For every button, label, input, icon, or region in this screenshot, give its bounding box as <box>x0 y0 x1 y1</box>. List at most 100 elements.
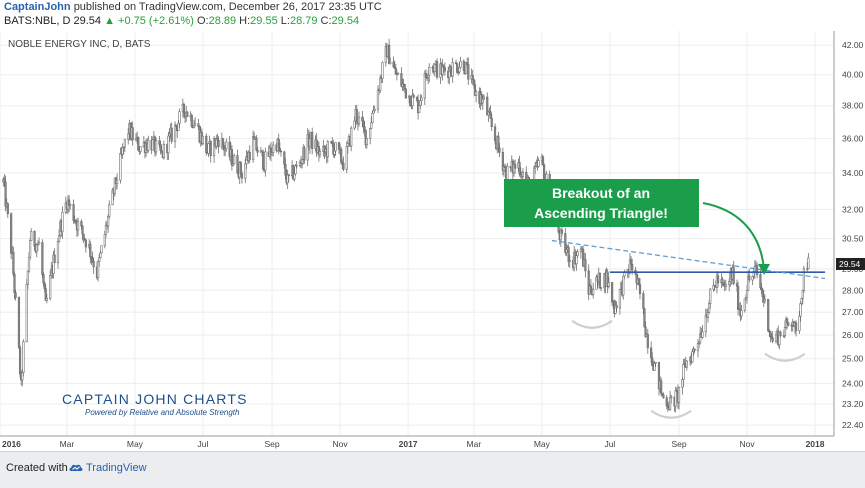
candle-body <box>587 270 590 295</box>
candle-body <box>575 255 578 265</box>
candle-body <box>363 126 366 131</box>
right-shoulder-arc <box>764 352 806 362</box>
candle-body <box>277 139 280 149</box>
candle-body <box>514 163 517 169</box>
candle-body <box>631 264 634 271</box>
candle-body <box>456 63 459 73</box>
watermark-logo: CAPTAIN JOHN CHARTS Powered by Relative … <box>62 391 246 417</box>
candle-body <box>37 242 41 245</box>
candle-body <box>361 116 364 122</box>
candle-body <box>701 331 704 338</box>
candle-body <box>72 204 75 221</box>
candle-body <box>131 127 134 141</box>
y-tick-label: 26.00 <box>842 330 864 340</box>
candle-body <box>708 303 711 313</box>
x-tick-label: Mar <box>60 439 75 449</box>
candle-body <box>57 235 61 242</box>
candle-body <box>650 347 653 359</box>
candle-body <box>622 275 625 296</box>
candle-body <box>662 394 665 399</box>
y-tick-label: 38.00 <box>842 101 864 111</box>
candle-body <box>283 151 286 165</box>
y-tick-label: 30.50 <box>842 234 864 244</box>
candle-body <box>209 141 212 157</box>
x-tick-label: 2016 <box>2 439 21 449</box>
symbol-info: BATS:NBL, D <box>4 15 71 27</box>
candle-body <box>394 67 397 75</box>
candle-body <box>722 282 725 286</box>
candle-body <box>774 334 778 342</box>
candle-body <box>681 379 684 388</box>
trendline <box>551 239 826 280</box>
candle-body <box>646 333 649 349</box>
candle-body <box>192 125 196 128</box>
candle-body <box>799 303 802 317</box>
y-tick-label: 22.40 <box>842 420 864 430</box>
candle-body <box>379 77 382 92</box>
candle-body <box>615 304 618 309</box>
y-tick-label: 28.00 <box>842 285 864 295</box>
candle-body <box>501 152 504 171</box>
candle-body <box>802 268 805 291</box>
candle-body <box>481 98 484 104</box>
high-value: 29.55 <box>250 15 278 27</box>
price-chart[interactable]: 42.0040.0038.0036.0034.0032.0030.5029.00… <box>0 31 865 451</box>
candle-body <box>43 282 46 289</box>
x-tick-label: Jul <box>197 439 208 449</box>
candle-body <box>45 298 48 301</box>
candle-body <box>334 142 337 152</box>
candle-body <box>197 123 200 127</box>
head-arc <box>650 409 692 419</box>
candle-body <box>14 292 17 298</box>
candle-body <box>467 64 470 80</box>
candle-body <box>36 243 40 246</box>
candle-body <box>545 173 548 180</box>
candle-body <box>373 108 376 112</box>
candle-body <box>642 293 645 309</box>
candle-body <box>272 144 275 153</box>
high-label: H: <box>239 15 251 27</box>
candle-body <box>251 136 255 160</box>
candle-body <box>173 124 177 142</box>
candle-body <box>435 61 439 78</box>
x-tick-label: Mar <box>467 439 482 449</box>
candle-body <box>740 310 743 317</box>
candle-body <box>3 178 6 183</box>
candle-body <box>331 141 334 144</box>
candle-body <box>97 261 100 279</box>
candle-body <box>108 204 111 217</box>
candle-body <box>487 111 490 116</box>
candle-body <box>177 122 180 131</box>
candle-body <box>677 387 681 403</box>
tradingview-link[interactable]: TradingView <box>86 462 147 474</box>
candle-body <box>403 84 406 90</box>
x-tick-label: Nov <box>739 439 755 449</box>
candle-body <box>651 357 654 366</box>
candle-body <box>420 97 423 101</box>
candle-body <box>182 104 186 114</box>
candle-body <box>371 112 374 123</box>
candle-body <box>576 251 579 256</box>
candle-body <box>779 331 782 337</box>
candle-body <box>376 89 380 110</box>
candle-body <box>353 120 356 129</box>
author-link[interactable]: CaptainJohn <box>4 1 71 13</box>
y-tick-label: 27.00 <box>842 307 864 317</box>
candle-body <box>691 351 694 363</box>
candle-body <box>151 139 154 151</box>
candle-body <box>759 274 762 289</box>
candle-body <box>29 240 32 258</box>
candle-body <box>17 297 21 348</box>
candle-body <box>56 240 60 264</box>
candle-body <box>471 75 474 80</box>
candle-body <box>239 162 242 174</box>
candle-body <box>190 115 193 127</box>
candle-body <box>732 267 735 285</box>
candle-body <box>747 275 750 291</box>
candle-body <box>665 397 668 407</box>
candle-body <box>760 287 763 291</box>
candle-body <box>264 151 267 171</box>
candle-body <box>167 135 170 154</box>
candle-body <box>611 282 614 303</box>
candle-body <box>685 360 688 368</box>
